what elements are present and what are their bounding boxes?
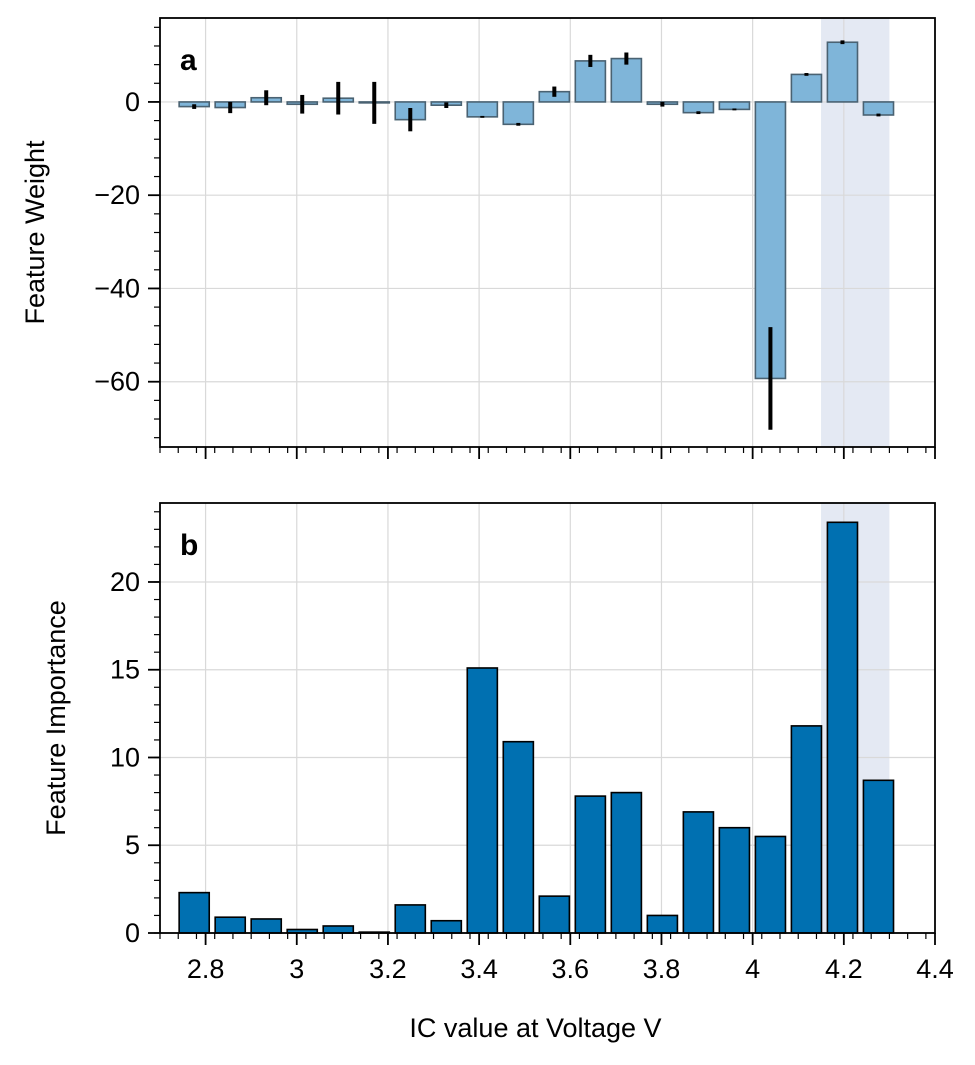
x-tick-label: 3.2 (369, 954, 407, 984)
bar (790, 725, 823, 934)
x-tick-label: 4.4 (916, 954, 954, 984)
bar (682, 811, 715, 934)
panel-b-letter: b (180, 529, 198, 562)
x-tick-label: 3.8 (643, 954, 681, 984)
bar (574, 795, 607, 934)
y-tick-label: 15 (110, 655, 140, 685)
y-tick-label: 0 (125, 87, 140, 117)
bar (610, 57, 643, 103)
y-tick-label: 0 (125, 918, 140, 948)
panel-b-y-axis-label: Feature Importance (41, 600, 71, 836)
panel-a-error-bars (192, 40, 881, 430)
y-tick-label: 20 (110, 567, 140, 597)
bar (430, 919, 463, 934)
bar (250, 918, 283, 934)
y-tick-label: 5 (125, 830, 140, 860)
y-tick-label: −60 (94, 367, 140, 397)
panel-a-y-axis-label: Feature Weight (20, 140, 50, 325)
bar (466, 101, 499, 118)
panel-a-bars (178, 41, 895, 380)
panel-b-bars (178, 521, 895, 934)
bar (826, 41, 859, 103)
panel-b-frame (159, 502, 936, 934)
bar (322, 925, 355, 934)
panel-b-ticks: 2.8 3 3.2 3.4 3.6 3.8 4 4.2 4.4 0 5 10 15 20 (110, 511, 954, 984)
bar (790, 73, 823, 103)
bar (538, 895, 571, 934)
bar (502, 101, 535, 126)
bar (610, 791, 643, 934)
bar (214, 916, 247, 934)
x-tick-label: 3 (289, 954, 304, 984)
bar (466, 667, 499, 934)
y-tick-label: −20 (94, 180, 140, 210)
x-tick-label: 3.6 (552, 954, 590, 984)
bar (754, 835, 787, 934)
bar (502, 740, 535, 934)
panel-b-feature-importance: 2.8 3 3.2 3.4 3.6 3.8 4 4.2 4.4 0 5 10 15 20 b Featur… (41, 502, 954, 1043)
panel-b-x-axis-label: IC value at Voltage V (409, 1013, 661, 1043)
bar (574, 60, 607, 103)
panel-a-letter: a (180, 44, 197, 77)
bar (178, 891, 211, 934)
bar (826, 521, 859, 934)
x-tick-label: 2.8 (187, 954, 225, 984)
bar (862, 101, 895, 116)
panel-a-feature-weight: 0 −20 −40 −60 a Feature Weight (20, 17, 936, 459)
x-tick-label: 4 (745, 954, 760, 984)
x-tick-label: 4.2 (825, 954, 863, 984)
x-tick-label: 3.4 (460, 954, 498, 984)
y-tick-label: 10 (110, 742, 140, 772)
bar (718, 101, 751, 111)
y-tick-label: −40 (94, 273, 140, 303)
panel-a-ticks: 0 −20 −40 −60 (94, 26, 936, 459)
bar (718, 826, 751, 934)
bar (394, 904, 427, 934)
bar (682, 101, 715, 114)
bar (862, 779, 895, 934)
bar (646, 914, 679, 934)
